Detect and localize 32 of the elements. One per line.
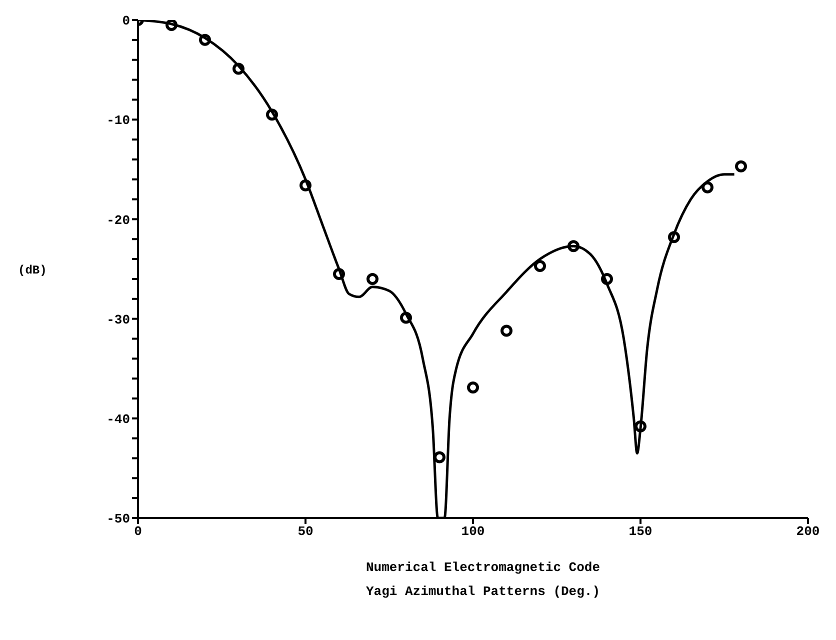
point [534,260,546,272]
point [366,272,378,285]
point [232,62,244,75]
point [467,382,479,394]
y-tick-label: -30 [106,312,130,328]
point [434,451,446,464]
y-tick-label: -20 [106,212,130,228]
point [199,34,211,46]
x-tick-label: 150 [628,524,652,540]
x-axis-title: Yagi Azimuthal Patterns (Deg.) [364,583,602,601]
y-tick-label: -10 [106,113,130,128]
point [500,324,512,337]
point [300,179,312,192]
point [166,20,178,31]
x-tick-label: 200 [796,524,820,540]
point [266,108,278,121]
point [333,268,345,280]
y-axis-title: (dB) [18,263,47,278]
x-tick-label: 50 [298,524,314,540]
point [568,240,580,252]
text: Numerical Electromagnetic Code [364,559,602,577]
x-tick-label: 100 [461,524,485,540]
point [400,312,412,324]
point [634,420,646,432]
y-tick-label: -50 [106,512,130,527]
y-tick-label: 0 [122,14,130,29]
point [735,160,747,172]
y-tick-label: -40 [106,412,130,428]
point [601,272,613,285]
point [668,231,680,244]
point [702,181,714,194]
x-tick-label: 0 [134,524,142,540]
